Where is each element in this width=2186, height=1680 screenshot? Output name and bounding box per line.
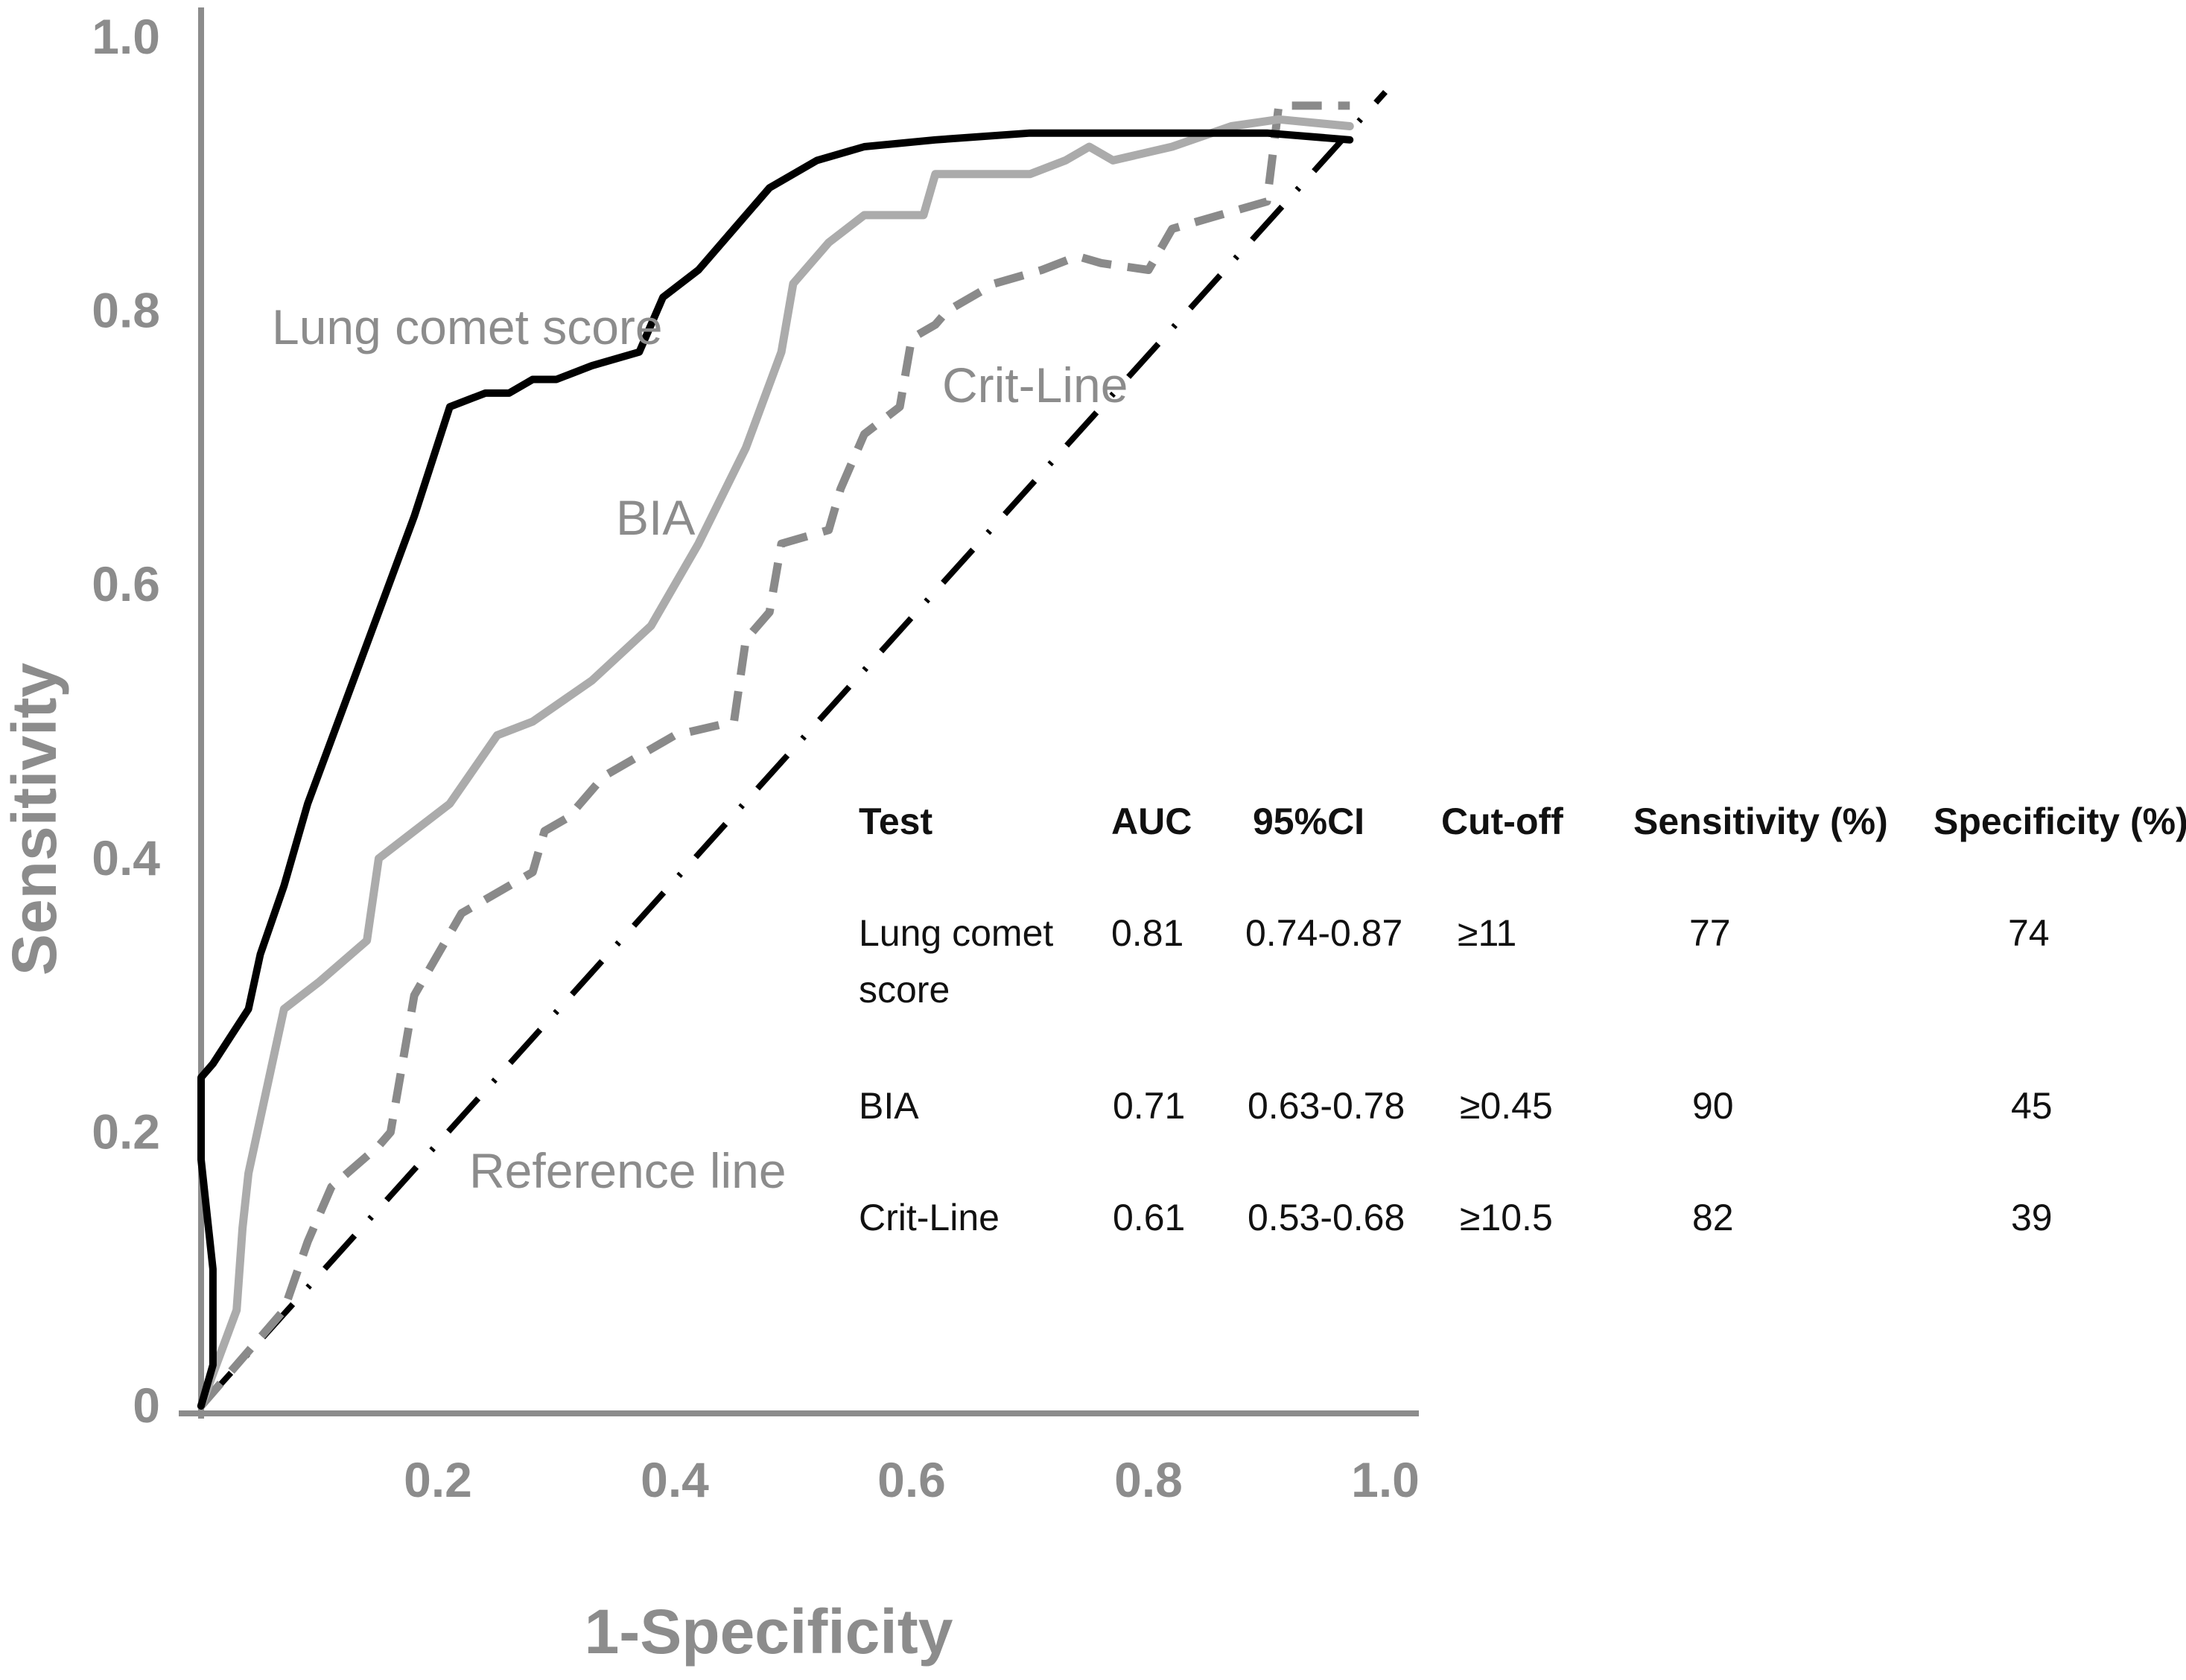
table-row-1-test: Lung comet score [859,912,1053,1011]
x-tick-labels: 0.2 0.4 0.6 0.8 1.0 [404,1452,1420,1507]
y-tick-label: 0 [133,1378,160,1433]
table-row-3-cutoff: ≥10.5 [1460,1197,1553,1238]
y-axis-title: Sensitivity [0,663,69,976]
table-row-2-specificity: 45 [2011,1085,2053,1127]
label-bia: BIA [616,490,695,545]
table-row-2-sensitivity: 90 [1692,1085,1734,1127]
y-tick-labels: 0 0.2 0.4 0.6 0.8 1.0 [92,9,160,1433]
table-row-2-cutoff: ≥0.45 [1460,1085,1553,1127]
y-tick-label: 0.8 [92,283,160,338]
y-tick-label: 0.4 [92,830,160,885]
table-header-specificity: Specificity (%) [1934,801,2186,842]
y-tick-label: 1.0 [92,9,160,64]
table-header-auc: AUC [1111,801,1192,842]
label-lung-comet-score: Lung comet score [272,299,663,354]
table-row-1-sensitivity: 77 [1689,912,1731,954]
table-row-1-specificity: 74 [2008,912,2050,954]
table-row-2-auc: 0.71 [1113,1085,1185,1127]
table-row-3-ci: 0.53-0.68 [1248,1197,1405,1238]
table-row-3-sensitivity: 82 [1692,1197,1734,1238]
x-tick-label: 0.8 [1114,1452,1183,1507]
y-tick-label: 0.2 [92,1104,160,1159]
series-line-crit-line [197,101,1350,1409]
table-row-1-auc: 0.81 [1111,912,1183,954]
x-tick-label: 0.4 [641,1452,709,1507]
series-line-reference-line [199,89,1388,1408]
x-axis-title: 1-Specificity [585,1597,953,1667]
label-crit-line: Crit-Line [942,357,1128,413]
table-row-3-auc: 0.61 [1113,1197,1185,1238]
series-line-lung-comet-score [197,129,1354,1410]
table-row-2-test: BIA [859,1085,919,1127]
table-header-ci: 95%CI [1253,801,1364,842]
x-tick-label: 1.0 [1351,1452,1420,1507]
table-row-3-specificity: 39 [2011,1197,2053,1238]
table-row-3-test: Crit-Line [859,1197,1000,1238]
table-header-sensitivity: Sensitivity (%) [1633,801,1888,842]
table-row-1-ci: 0.74-0.87 [1245,912,1402,954]
y-tick-label: 0.6 [92,556,160,611]
summary-table: Test AUC 95%CI Cut-off Sensitivity (%) S… [859,801,2186,1238]
table-header-test: Test [859,801,932,842]
table-header-cutoff: Cut-off [1441,801,1563,842]
x-tick-label: 0.6 [877,1452,946,1507]
series-layer [197,89,1388,1410]
table-row-2-ci: 0.63-0.78 [1248,1085,1405,1127]
table-row-1-cutoff: ≥11 [1458,912,1516,954]
series-line-bia [197,115,1354,1410]
x-tick-label: 0.2 [404,1452,472,1507]
label-reference-line: Reference line [469,1143,787,1198]
